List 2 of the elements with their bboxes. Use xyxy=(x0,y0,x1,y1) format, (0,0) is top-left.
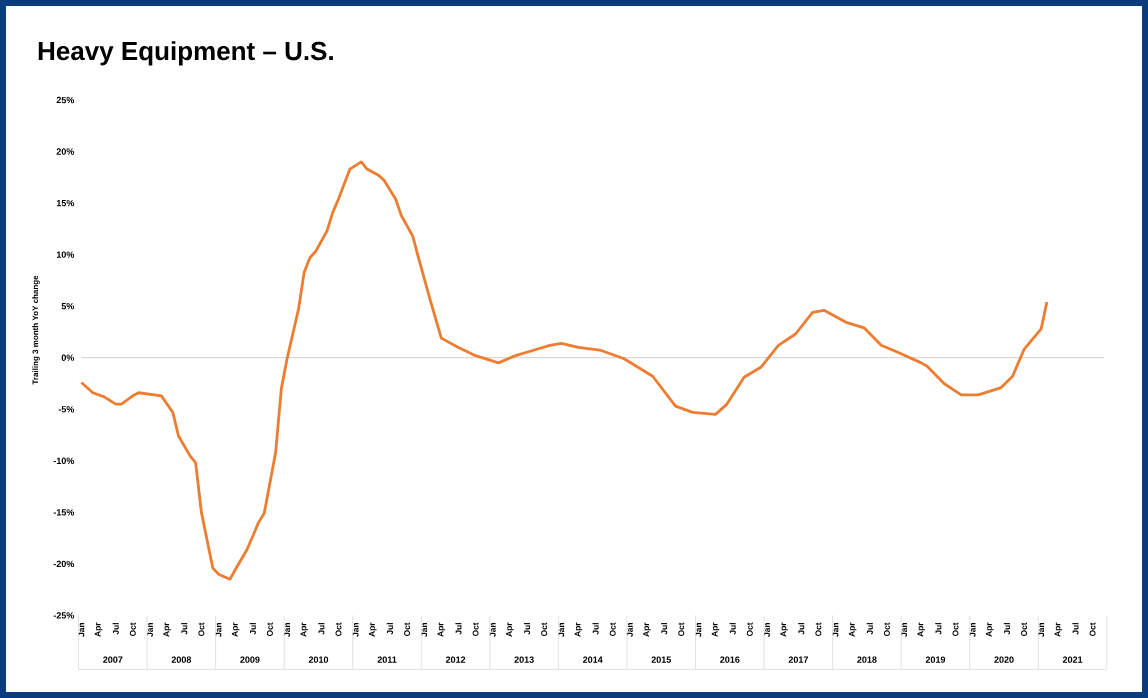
chart-title: Heavy Equipment – U.S. xyxy=(38,41,333,66)
line-series xyxy=(80,160,1049,581)
